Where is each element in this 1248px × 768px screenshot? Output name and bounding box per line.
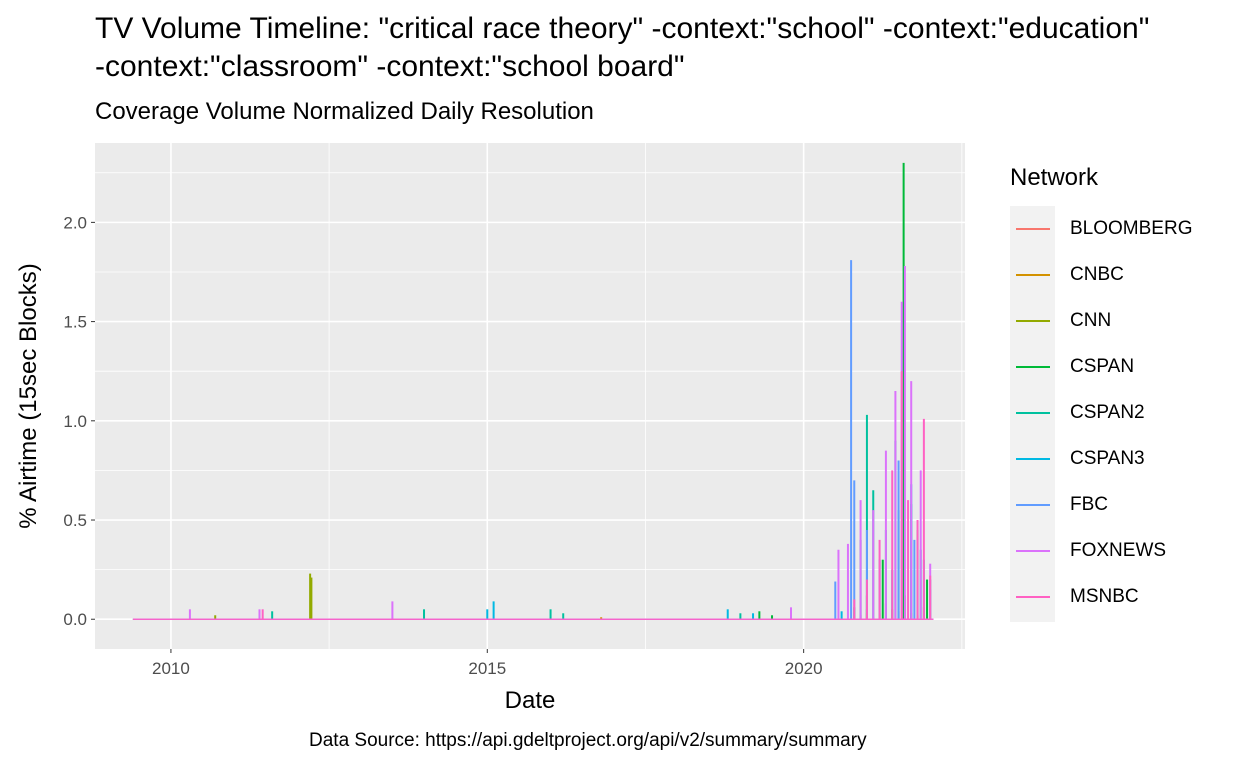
legend-label: MSNBC — [1070, 586, 1139, 607]
x-tick-label: 2010 — [152, 659, 190, 678]
legend-swatch — [1016, 366, 1050, 368]
legend: Network BLOOMBERG CNBC CNN CSPAN CSPAN2 CSPAN… — [1010, 164, 1192, 622]
x-axis-title: Date — [505, 687, 556, 714]
legend-swatch — [1016, 504, 1050, 506]
x-tick-label: 2015 — [468, 659, 506, 678]
legend-label: CNN — [1070, 310, 1112, 331]
series-msnbc — [132, 371, 934, 620]
legend-swatch — [1016, 550, 1050, 552]
legend-item: FBC — [1010, 482, 1108, 528]
chart-title: TV Volume Timeline: "critical race theor… — [95, 12, 1150, 83]
y-tick-label: 1.0 — [63, 412, 87, 431]
legend-label: BLOOMBERG — [1070, 218, 1193, 239]
data-source-caption: Data Source: https://api.gdeltproject.or… — [309, 730, 867, 751]
legend-item: CSPAN2 — [1010, 390, 1145, 436]
y-tick-label: 2.0 — [63, 213, 87, 232]
legend-item: FOXNEWS — [1010, 528, 1166, 574]
legend-swatch — [1016, 274, 1050, 276]
legend-swatch — [1016, 458, 1050, 460]
legend-label: CNBC — [1070, 264, 1124, 285]
y-tick-label: 1.5 — [63, 313, 87, 332]
legend-label: FOXNEWS — [1070, 540, 1167, 561]
legend-item: CNN — [1010, 298, 1111, 344]
x-tick-label: 2020 — [785, 659, 823, 678]
series-marks — [132, 162, 934, 620]
legend-label: CSPAN — [1070, 356, 1135, 377]
legend-label: CSPAN3 — [1070, 448, 1145, 469]
legend-label: FBC — [1070, 494, 1108, 515]
axis-ticks: 2010 2015 2020 0.0 0.5 1.0 1.5 2.0 — [63, 213, 822, 678]
legend-item: MSNBC — [1010, 574, 1139, 620]
legend-item: CSPAN — [1010, 344, 1134, 390]
legend-swatch — [1016, 596, 1050, 598]
legend-item: CSPAN3 — [1010, 436, 1145, 482]
y-tick-label: 0.0 — [63, 610, 87, 629]
y-axis-title: % Airtime (15sec Blocks) — [15, 263, 42, 528]
y-tick-label: 0.5 — [63, 511, 87, 530]
legend-swatch — [1016, 228, 1050, 230]
chart-subtitle: Coverage Volume Normalized Daily Resolut… — [95, 98, 594, 125]
legend-swatch — [1016, 320, 1050, 322]
legend-keys: BLOOMBERG CNBC CNN CSPAN CSPAN2 CSPAN3 FBC FOXN… — [1010, 206, 1192, 622]
legend-swatch — [1016, 412, 1050, 414]
legend-label: CSPAN2 — [1070, 402, 1145, 423]
legend-item: BLOOMBERG — [1010, 206, 1192, 252]
plot-panel — [95, 143, 965, 649]
legend-title: Network — [1010, 164, 1099, 191]
legend-item: CNBC — [1010, 252, 1124, 298]
